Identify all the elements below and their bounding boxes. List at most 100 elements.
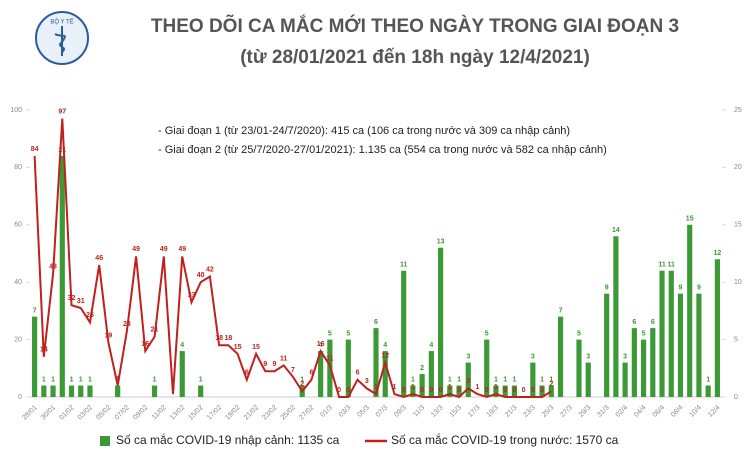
bar [32, 316, 38, 397]
line-value-label: 0 [457, 387, 461, 394]
bar [179, 351, 185, 397]
bar-value-label: 13 [437, 239, 445, 246]
x-tick-label: 17/02 [206, 404, 223, 421]
line-value-label: 0 [439, 387, 443, 394]
bar-value-label: 1 [540, 376, 544, 383]
line-value-label: 0 [503, 387, 507, 394]
line-value-label: 4 [116, 375, 120, 382]
y2-tick-label: 5 [734, 336, 738, 343]
x-tick-label: 23/3 [522, 404, 537, 419]
line-value-label: 18 [215, 335, 223, 342]
line-value-label: 6 [245, 370, 249, 377]
bar-value-label: 6 [632, 319, 636, 326]
x-tick-label: 10/4 [688, 404, 703, 419]
bar [585, 362, 591, 397]
legend-label: Số ca mắc COVID-19 nhập cảnh: 1135 ca [116, 432, 340, 447]
x-tick-label: 11/3 [412, 404, 426, 418]
bar-value-label: 1 [42, 376, 46, 383]
x-tick-label: 09/02 [132, 404, 149, 421]
bar [668, 270, 674, 397]
annotation: - Giai đoạn 2 (từ 25/7/2020-27/01/2021):… [158, 144, 607, 156]
bar [511, 385, 517, 397]
line-value-label: 31 [77, 298, 85, 305]
bar-value-label: 1 [411, 376, 415, 383]
line-value-label: 0 [522, 387, 526, 394]
bar-value-label: 1 [70, 376, 74, 383]
y-tick-label: 60 [14, 222, 22, 229]
bar [613, 236, 619, 397]
line-value-label: 9 [273, 361, 277, 368]
bar [41, 385, 47, 397]
bar [318, 351, 324, 397]
bar-value-label: 4 [429, 342, 433, 349]
x-tick-label: 19/02 [224, 404, 241, 421]
bar-value-label: 5 [485, 330, 489, 337]
x-tick-label: 27/02 [298, 404, 315, 421]
line-value-label: 0 [512, 387, 516, 394]
bar-value-label: 7 [559, 307, 563, 314]
y-tick-label: 100 [10, 107, 22, 114]
line-value-label: 15 [234, 344, 242, 351]
line-value-label: 26 [86, 312, 94, 319]
bar-value-label: 9 [605, 285, 609, 292]
bar-value-label: 1 [706, 376, 710, 383]
chart-title: THEO DÕI CA MẮC MỚI THEO NGÀY TRONG GIAI… [151, 15, 679, 37]
bar-value-label: 1 [549, 376, 553, 383]
bar [456, 385, 462, 397]
line-value-label: 1 [171, 384, 175, 391]
bar [87, 385, 93, 397]
y2-tick-label: 20 [734, 164, 742, 171]
bar [714, 259, 720, 397]
line-value-label: 21 [151, 327, 159, 334]
bar [650, 328, 656, 397]
x-tick-label: 07/3 [375, 404, 390, 419]
line-value-label: 2 [549, 381, 553, 388]
logo-text: BỘ Y TẾ [50, 19, 73, 26]
line-value-label: 84 [31, 146, 39, 153]
x-tick-label: 07/02 [114, 404, 131, 421]
bar-value-label: 1 [199, 376, 203, 383]
x-tick-label: 08/4 [670, 404, 685, 419]
bar-value-label: 1 [300, 376, 304, 383]
x-tick-label: 13/3 [430, 404, 445, 419]
line-value-label: 49 [132, 246, 140, 253]
y2-tick-label: 0 [734, 394, 738, 401]
bar-value-label: 3 [531, 353, 535, 360]
x-tick-label: 15/3 [449, 404, 464, 419]
line-value-label: 0 [540, 387, 544, 394]
line-value-label: 14 [40, 347, 48, 354]
y-tick-label: 80 [14, 164, 22, 171]
line-value-label: 1 [476, 384, 480, 391]
bar [631, 328, 637, 397]
bar [438, 247, 444, 397]
bar [428, 351, 434, 397]
bar [78, 385, 84, 397]
bar-value-label: 7 [33, 307, 37, 314]
line-value-label: 15 [252, 344, 260, 351]
line-value-label: 0 [337, 387, 341, 394]
bar [59, 155, 65, 397]
bar-value-label: 4 [383, 342, 387, 349]
x-tick-label: 25/02 [280, 404, 297, 421]
bar [447, 385, 453, 397]
y-tick-label: 0 [18, 394, 22, 401]
line-value-label: 43 [49, 263, 57, 270]
bar [659, 270, 665, 397]
line-value-label: 19 [105, 332, 113, 339]
bar-value-label: 11 [658, 262, 666, 269]
annotation: - Giai đoạn 1 (từ 23/01-24/7/2020): 415 … [158, 125, 570, 137]
bar [705, 385, 711, 397]
bar-value-label: 6 [651, 319, 655, 326]
line-value-label: 9 [263, 361, 267, 368]
bar [465, 362, 471, 397]
bar-value-label: 5 [577, 330, 581, 337]
bar-value-label: 5 [642, 330, 646, 337]
bar [576, 339, 582, 397]
line-value-label: 0 [420, 387, 424, 394]
x-tick-label: 05/3 [356, 404, 371, 419]
x-tick-label: 11/02 [151, 404, 168, 421]
y-tick-label: 40 [14, 279, 22, 286]
x-tick-label: 21/02 [243, 404, 260, 421]
bar [198, 385, 204, 397]
x-tick-label: 03/3 [338, 404, 353, 419]
